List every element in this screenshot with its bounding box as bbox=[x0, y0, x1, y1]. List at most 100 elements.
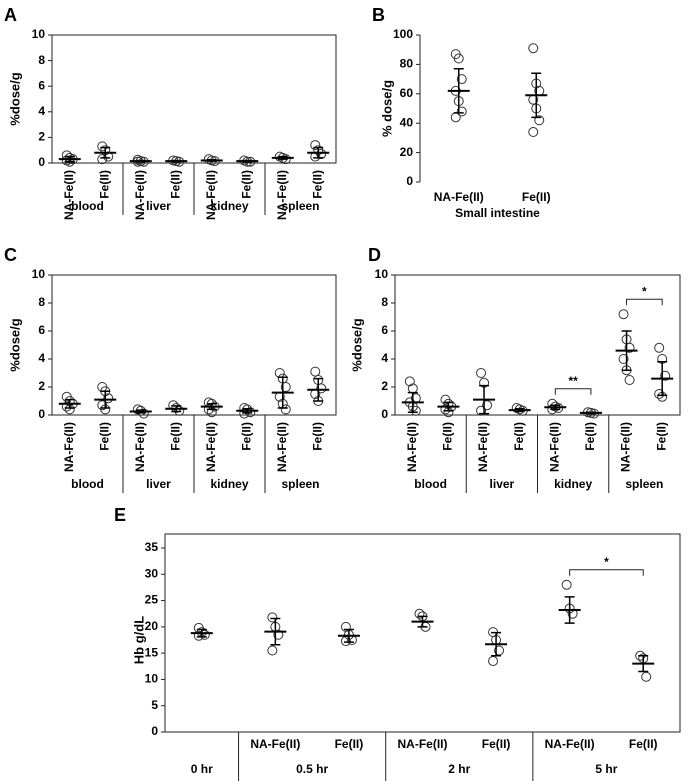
data-point bbox=[310, 140, 321, 151]
y-tick-label: 8 bbox=[381, 295, 388, 309]
category-label: Fe(II) bbox=[629, 737, 658, 751]
panel-label: D bbox=[368, 245, 381, 265]
y-tick-label: 35 bbox=[145, 540, 159, 554]
group-label: liver bbox=[146, 477, 171, 491]
data-point bbox=[404, 376, 415, 387]
y-axis-label: Hb g/dL bbox=[131, 616, 146, 664]
data-point bbox=[450, 112, 461, 123]
data-point bbox=[103, 393, 114, 404]
data-point bbox=[274, 368, 285, 378]
data-point bbox=[267, 645, 278, 656]
y-tick-label: 0 bbox=[381, 407, 388, 421]
y-tick-label: 10 bbox=[145, 672, 159, 686]
category-label: Fe(II) bbox=[239, 422, 253, 451]
y-tick-label: 0 bbox=[406, 174, 413, 188]
data-point bbox=[456, 74, 467, 85]
group-label: spleen bbox=[281, 477, 319, 491]
data-point bbox=[618, 354, 629, 364]
group-label: blood bbox=[71, 199, 104, 213]
category-label: NA-Fe(II) bbox=[250, 737, 300, 751]
category-label: Fe(II) bbox=[522, 190, 551, 204]
y-tick-label: 2 bbox=[381, 379, 388, 393]
group-label: spleen bbox=[281, 199, 319, 213]
y-tick-label: 0 bbox=[151, 724, 158, 738]
y-tick-label: 5 bbox=[151, 698, 158, 712]
data-point bbox=[453, 53, 464, 64]
data-point bbox=[488, 656, 499, 667]
y-axis-label: %dose/g bbox=[349, 318, 364, 372]
data-point bbox=[561, 579, 572, 590]
group-label: kidney bbox=[210, 199, 248, 213]
data-point bbox=[410, 405, 421, 416]
group-label: 5 hr bbox=[595, 762, 617, 776]
category-label: NA-Fe(II) bbox=[204, 170, 218, 220]
category-label: NA-Fe(II) bbox=[547, 422, 561, 472]
category-label: Fe(II) bbox=[310, 422, 324, 451]
data-point bbox=[267, 612, 278, 623]
category-label: NA-Fe(II) bbox=[476, 422, 490, 472]
category-label: Fe(II) bbox=[97, 170, 111, 199]
data-point bbox=[61, 401, 72, 412]
data-point bbox=[193, 630, 204, 641]
y-tick-label: 6 bbox=[381, 323, 388, 337]
y-tick-label: 15 bbox=[145, 645, 159, 659]
panel-label: B bbox=[372, 5, 385, 25]
data-point bbox=[280, 404, 291, 415]
y-tick-label: 8 bbox=[38, 295, 45, 309]
data-point bbox=[97, 154, 108, 165]
group-label: spleen bbox=[625, 477, 663, 491]
y-tick-label: 4 bbox=[38, 104, 45, 118]
significance-bracket bbox=[554, 388, 592, 395]
category-label: NA-Fe(II) bbox=[133, 422, 147, 472]
y-tick-label: 100 bbox=[393, 27, 413, 41]
y-tick-label: 0 bbox=[38, 155, 45, 169]
data-point bbox=[280, 382, 291, 392]
y-tick-label: 2 bbox=[38, 130, 45, 144]
category-label: Fe(II) bbox=[583, 422, 597, 451]
data-point bbox=[199, 629, 210, 640]
y-axis-label: %dose/g bbox=[7, 72, 22, 126]
y-tick-label: 10 bbox=[375, 267, 389, 281]
y-axis-label: % dose/g bbox=[379, 80, 394, 137]
data-point bbox=[618, 309, 629, 320]
significance-bracket bbox=[626, 298, 663, 306]
group-label: blood bbox=[71, 477, 104, 491]
y-tick-label: 25 bbox=[145, 593, 159, 607]
y-tick-label: 20 bbox=[400, 145, 414, 159]
data-point bbox=[316, 383, 327, 394]
group-label: blood bbox=[414, 477, 447, 491]
data-point bbox=[456, 106, 467, 117]
category-label: NA-Fe(II) bbox=[133, 170, 147, 220]
category-label: Fe(II) bbox=[335, 737, 364, 751]
significance-label: * bbox=[642, 284, 647, 298]
panel-label: E bbox=[114, 505, 126, 525]
category-label: NA-Fe(II) bbox=[62, 422, 76, 472]
data-point bbox=[476, 405, 487, 416]
data-point bbox=[624, 375, 635, 385]
plot-frame bbox=[51, 274, 337, 416]
category-label: NA-Fe(II) bbox=[619, 422, 633, 472]
y-tick-label: 8 bbox=[38, 53, 45, 67]
data-point bbox=[414, 608, 425, 619]
data-point bbox=[654, 389, 665, 399]
data-point bbox=[273, 629, 284, 640]
category-label: NA-Fe(II) bbox=[434, 190, 484, 204]
y-tick-label: 30 bbox=[145, 566, 159, 580]
data-point bbox=[310, 366, 321, 377]
data-point bbox=[624, 342, 635, 353]
y-tick-label: 6 bbox=[38, 78, 45, 92]
group-label: Small intestine bbox=[455, 206, 540, 220]
category-label: NA-Fe(II) bbox=[204, 422, 218, 472]
y-tick-label: 2 bbox=[38, 379, 45, 393]
panel-label: A bbox=[4, 5, 17, 25]
group-label: liver bbox=[490, 477, 515, 491]
data-point bbox=[641, 671, 652, 682]
category-label: Fe(II) bbox=[168, 422, 182, 451]
category-label: Fe(II) bbox=[654, 422, 668, 451]
panel-label: C bbox=[4, 245, 17, 265]
category-label: Fe(II) bbox=[482, 737, 511, 751]
category-label: NA-Fe(II) bbox=[398, 737, 448, 751]
significance-bracket bbox=[569, 569, 644, 576]
category-label: Fe(II) bbox=[239, 170, 253, 199]
